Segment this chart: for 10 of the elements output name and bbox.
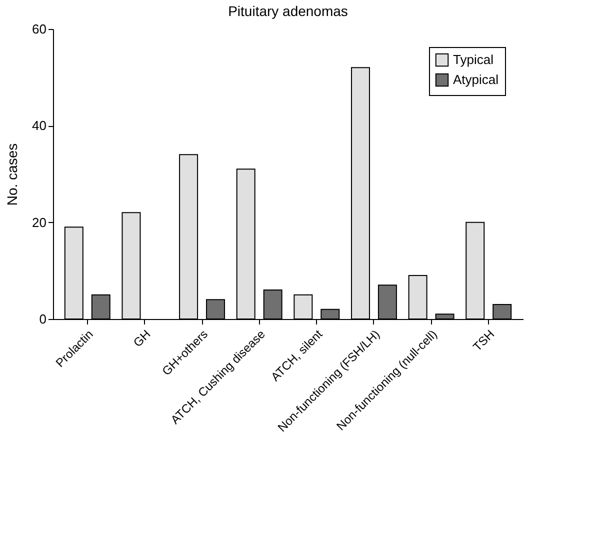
y-tick-label: 0 <box>39 312 46 326</box>
y-tick-label: 40 <box>32 118 46 134</box>
legend-label: Typical <box>453 52 494 67</box>
legend-label: Atypical <box>453 72 499 87</box>
x-tick-label: GH <box>130 327 154 350</box>
y-tick-label: 60 <box>32 22 46 36</box>
x-tick-label: TSH <box>470 327 498 354</box>
y-tick-label: 20 <box>32 214 46 230</box>
y-axis-title: No. cases <box>4 143 20 206</box>
chart-title: Pituitary adenomas <box>228 3 348 19</box>
